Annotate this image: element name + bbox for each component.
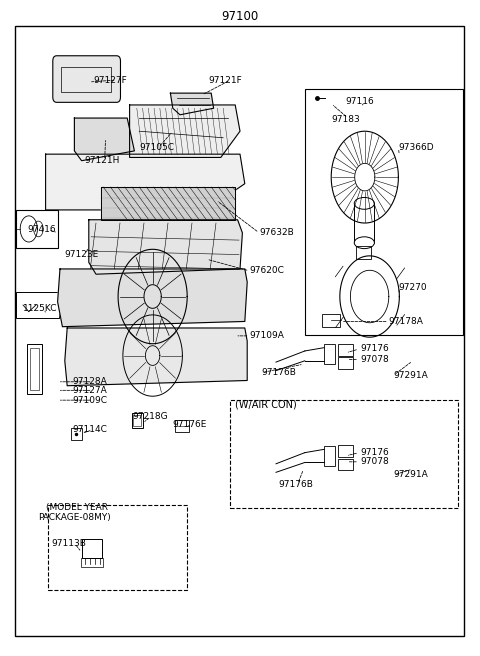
Polygon shape — [130, 105, 240, 157]
Bar — [16, 210, 58, 248]
FancyBboxPatch shape — [53, 56, 120, 102]
Text: 97176B: 97176B — [262, 368, 297, 377]
Polygon shape — [58, 269, 247, 327]
Bar — [305, 89, 463, 335]
Text: 97176E: 97176E — [173, 420, 207, 429]
Bar — [324, 344, 335, 364]
Text: (W/AIR CON): (W/AIR CON) — [235, 400, 297, 409]
Bar — [338, 357, 353, 369]
Polygon shape — [89, 220, 242, 274]
Text: 97113B: 97113B — [52, 539, 87, 548]
Polygon shape — [101, 187, 235, 220]
Text: 97105C: 97105C — [139, 143, 174, 152]
Text: 97620C: 97620C — [250, 266, 285, 276]
Text: 97291A: 97291A — [394, 470, 428, 480]
Text: 97100: 97100 — [221, 10, 259, 23]
Text: 97178A: 97178A — [389, 317, 424, 326]
Polygon shape — [170, 93, 214, 115]
Text: 97127A: 97127A — [72, 386, 107, 395]
Bar — [27, 344, 42, 394]
Bar — [230, 400, 458, 508]
Bar — [133, 415, 141, 426]
Text: 97366D: 97366D — [398, 143, 434, 152]
Text: PACKAGE-08MY): PACKAGE-08MY) — [38, 512, 111, 522]
Bar — [324, 446, 335, 466]
Text: 97078: 97078 — [360, 457, 389, 466]
Text: 97632B: 97632B — [259, 228, 294, 237]
Bar — [338, 344, 353, 356]
Bar — [71, 428, 82, 440]
Bar — [30, 348, 39, 390]
Text: 97114C: 97114C — [72, 425, 107, 434]
Text: 97109A: 97109A — [250, 331, 285, 340]
Text: 97078: 97078 — [360, 355, 389, 364]
Text: 97218G: 97218G — [132, 412, 168, 421]
Bar — [16, 292, 59, 318]
Bar — [61, 67, 111, 92]
Bar — [338, 459, 353, 470]
Bar — [175, 420, 189, 432]
Text: 97109C: 97109C — [72, 396, 107, 405]
Text: 97116: 97116 — [346, 97, 374, 106]
Bar — [82, 539, 102, 558]
Text: 97416: 97416 — [28, 225, 57, 234]
Ellipse shape — [354, 197, 374, 209]
Bar — [81, 558, 103, 567]
Bar — [354, 203, 374, 243]
Text: 97127F: 97127F — [94, 75, 127, 85]
Ellipse shape — [354, 237, 374, 249]
Text: (MODEL YEAR: (MODEL YEAR — [46, 502, 108, 512]
Text: 97291A: 97291A — [394, 371, 428, 380]
Bar — [322, 314, 340, 327]
Bar — [338, 445, 353, 457]
Text: 97270: 97270 — [398, 283, 427, 292]
Text: 97176: 97176 — [360, 448, 389, 457]
Bar — [48, 505, 187, 590]
Text: 1125KC: 1125KC — [23, 304, 58, 313]
Bar — [132, 413, 143, 428]
Polygon shape — [46, 154, 245, 210]
Text: 97176B: 97176B — [278, 480, 313, 489]
Text: 97176: 97176 — [360, 344, 389, 354]
Polygon shape — [74, 118, 134, 161]
Text: 97183: 97183 — [331, 115, 360, 124]
Polygon shape — [65, 328, 247, 386]
Text: 97123E: 97123E — [65, 250, 99, 259]
Text: 97128A: 97128A — [72, 377, 107, 386]
Text: 97121H: 97121H — [84, 156, 120, 165]
Bar — [356, 246, 371, 259]
Text: 97121F: 97121F — [209, 75, 242, 85]
